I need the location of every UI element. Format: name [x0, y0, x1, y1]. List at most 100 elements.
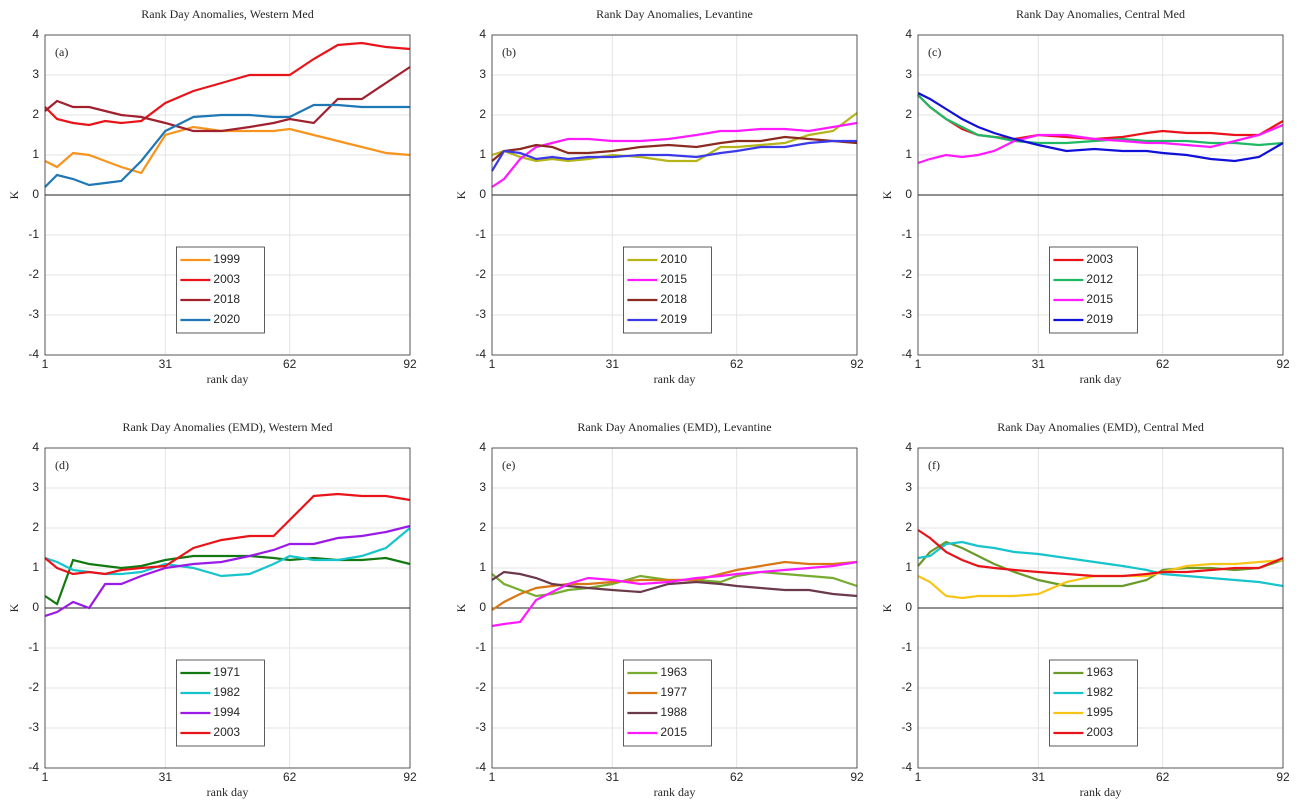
y-tick-label: -4	[28, 760, 39, 774]
x-tick-label: 92	[850, 770, 864, 784]
legend-label: 1982	[1086, 685, 1113, 699]
series-line	[44, 524, 411, 618]
legend-box	[1049, 246, 1138, 334]
panel-label: (a)	[55, 45, 68, 59]
axes-box	[917, 34, 1284, 356]
legend-label: 1982	[213, 685, 240, 699]
panel-label: (d)	[55, 458, 69, 472]
legend-box	[175, 246, 265, 334]
x-tick-label: 1	[42, 357, 49, 371]
series-line	[491, 112, 858, 163]
y-tick-label: -2	[901, 680, 912, 694]
x-axis-label: rank day	[654, 785, 696, 799]
y-axis-label: K	[7, 603, 21, 612]
y-tick-label: 4	[905, 27, 912, 41]
series-line	[491, 139, 857, 172]
legend-label: 1963	[660, 665, 687, 679]
x-tick-label: 92	[850, 357, 864, 371]
chart-title: Rank Day Anomalies, Western Med	[141, 7, 313, 21]
y-tick-label: 3	[905, 67, 912, 81]
y-axis-label: K	[7, 190, 21, 199]
x-tick-label: 31	[606, 770, 620, 784]
chart-title: Rank Day Anomalies (EMD), Western Med	[122, 420, 332, 434]
y-tick-label: 1	[905, 560, 912, 574]
x-axis-label: rank day	[1080, 372, 1122, 386]
series-line	[491, 570, 858, 598]
legend-label: 1995	[1086, 705, 1113, 719]
y-tick-label: -1	[901, 640, 912, 654]
y-tick-label: -2	[901, 267, 912, 281]
x-tick-label: 1	[915, 770, 922, 784]
y-tick-label: 0	[32, 600, 39, 614]
series-line	[491, 135, 858, 162]
y-tick-label: 3	[479, 480, 486, 494]
legend-label: 2019	[1086, 312, 1113, 326]
panel-label: (b)	[502, 45, 516, 59]
x-tick-label: 31	[1032, 770, 1046, 784]
y-tick-label: -3	[28, 307, 39, 321]
y-tick-label: 0	[905, 600, 912, 614]
legend-label: 2015	[1086, 292, 1113, 306]
series-line	[917, 94, 1284, 147]
y-tick-label: 2	[479, 520, 486, 534]
y-tick-label: 3	[905, 480, 912, 494]
chart-title: Rank Day Anomalies, Levantine	[596, 7, 753, 21]
y-tick-label: 2	[32, 520, 39, 534]
y-tick-label: 0	[479, 187, 486, 201]
y-tick-label: 2	[479, 107, 486, 121]
y-tick-label: 1	[32, 147, 39, 161]
y-tick-label: 3	[479, 67, 486, 81]
x-tick-label: 31	[1032, 357, 1046, 371]
y-axis-label: K	[454, 190, 468, 199]
panel-label: (f)	[928, 458, 940, 472]
legend-label: 1988	[660, 705, 687, 719]
y-tick-label: 1	[479, 560, 486, 574]
y-tick-label: 2	[905, 520, 912, 534]
y-tick-label: -3	[475, 720, 486, 734]
y-tick-label: -2	[28, 680, 39, 694]
x-axis-label: rank day	[654, 372, 696, 386]
y-tick-label: 1	[905, 147, 912, 161]
x-tick-label: 1	[489, 770, 496, 784]
series-line	[917, 540, 1284, 588]
x-tick-label: 92	[1276, 770, 1290, 784]
axes-box	[917, 447, 1284, 769]
legend-label: 2003	[1086, 252, 1113, 266]
y-tick-label: -2	[28, 267, 39, 281]
y-tick-label: -4	[901, 760, 912, 774]
y-tick-label: 3	[32, 480, 39, 494]
series-line	[491, 121, 858, 188]
legend-box	[175, 659, 265, 747]
y-tick-label: 4	[32, 27, 39, 41]
legend-label: 1994	[213, 705, 240, 719]
y-tick-label: -4	[475, 347, 486, 361]
y-tick-label: -2	[475, 267, 486, 281]
x-axis-label: rank day	[207, 785, 249, 799]
y-tick-label: -4	[475, 760, 486, 774]
series-line	[491, 570, 858, 598]
x-tick-label: 62	[283, 357, 297, 371]
x-tick-label: 62	[1156, 770, 1170, 784]
legend-label: 2003	[213, 272, 240, 286]
y-tick-label: 2	[32, 107, 39, 121]
axes-box	[44, 34, 411, 356]
legend-label: 2015	[660, 272, 687, 286]
y-tick-label: 0	[32, 187, 39, 201]
panel-label: (c)	[928, 45, 941, 59]
series-line	[44, 41, 411, 127]
x-tick-label: 31	[159, 770, 173, 784]
y-tick-label: 1	[32, 560, 39, 574]
y-tick-label: -3	[901, 307, 912, 321]
legend-label: 2018	[660, 292, 687, 306]
x-axis-label: rank day	[1080, 785, 1122, 799]
series-line	[44, 103, 410, 188]
legend-label: 1977	[660, 685, 687, 699]
y-tick-label: -3	[475, 307, 486, 321]
legend-box	[1049, 659, 1138, 747]
y-tick-label: 2	[905, 107, 912, 121]
series-line	[917, 529, 1284, 578]
x-tick-label: 92	[1276, 357, 1290, 371]
y-tick-label: 1	[479, 147, 486, 161]
legend-box	[623, 659, 712, 747]
